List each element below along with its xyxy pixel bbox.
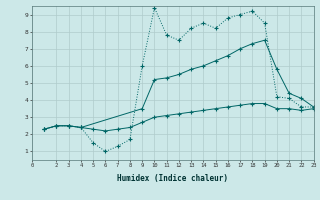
X-axis label: Humidex (Indice chaleur): Humidex (Indice chaleur) <box>117 174 228 183</box>
